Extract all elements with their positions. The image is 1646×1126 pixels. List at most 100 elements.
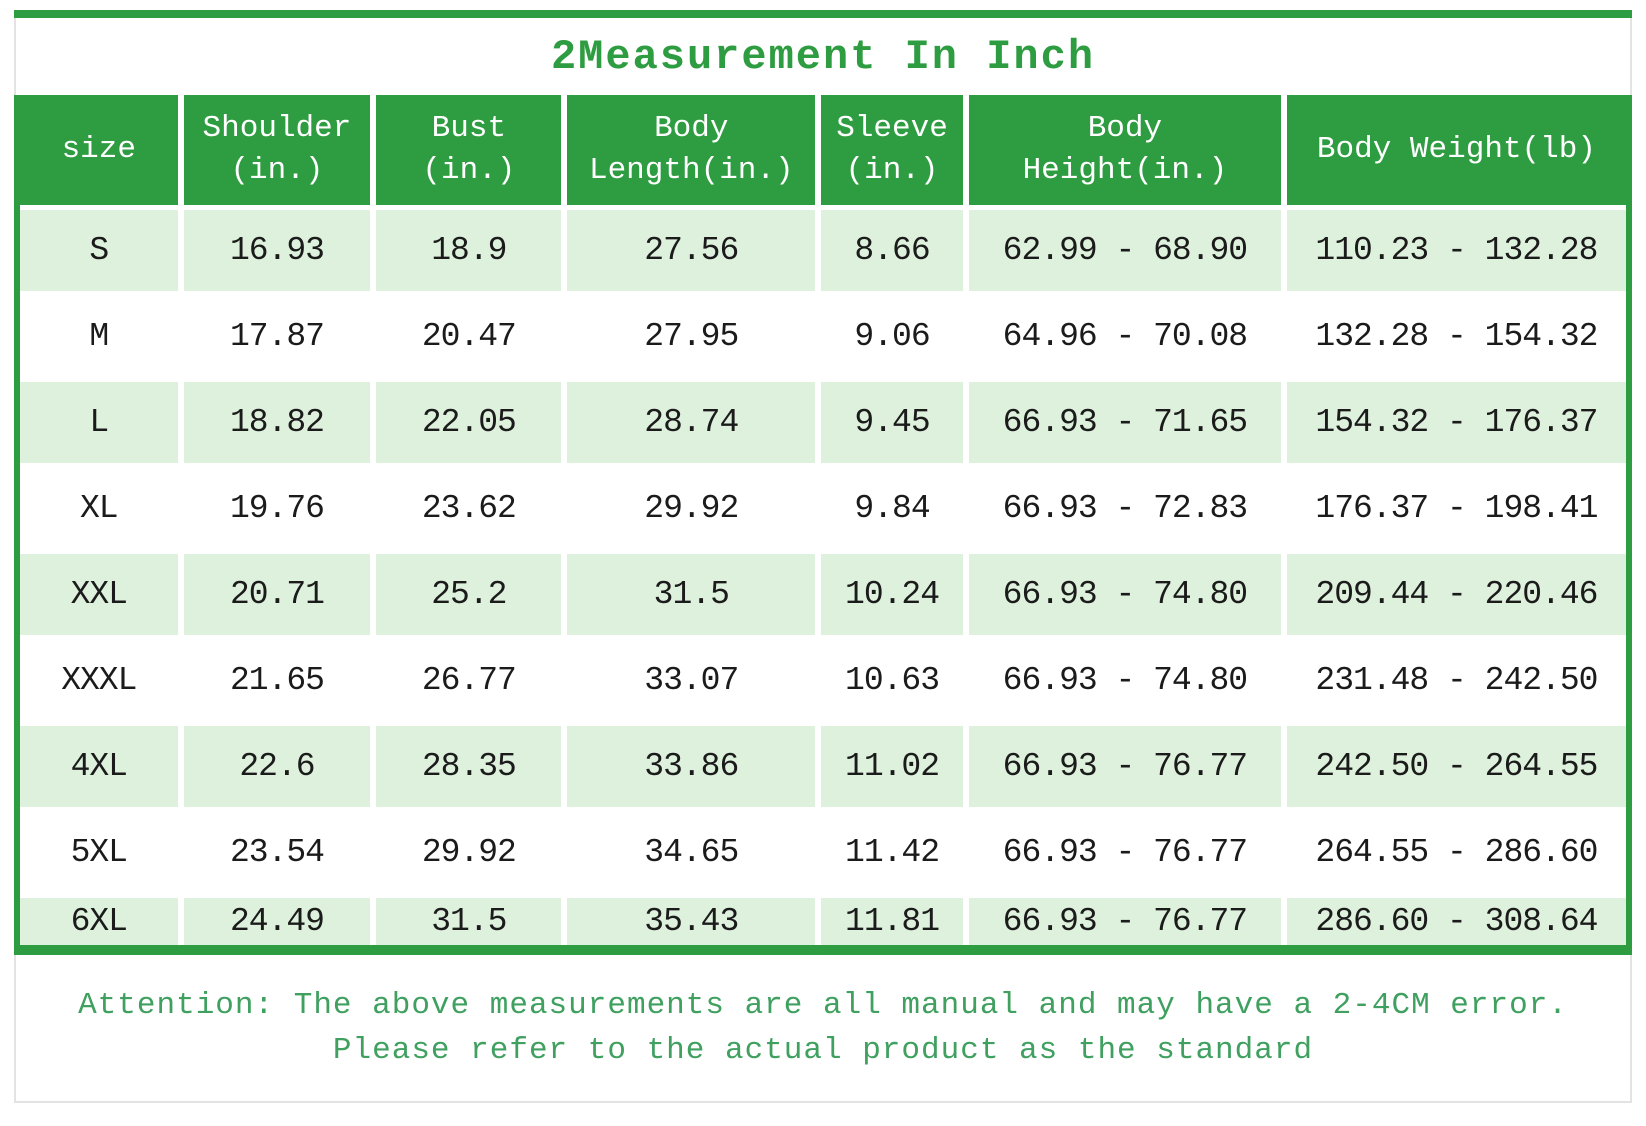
cell-shoulder: 16.93 bbox=[177, 205, 374, 294]
cell-body-weight: 209.44 - 220.46 bbox=[1280, 549, 1626, 638]
cell-sleeve: 10.63 bbox=[815, 635, 966, 724]
cell-size: XXL bbox=[20, 549, 181, 638]
size-table: size Shoulder (in.) Bust (in.) Body Length(… bbox=[20, 95, 1626, 945]
table-row: XXXL 21.65 26.77 33.07 10.63 66.93 - 74.… bbox=[20, 635, 1626, 724]
cell-size: 5XL bbox=[20, 807, 181, 896]
header-line: Shoulder bbox=[202, 111, 352, 147]
header-line: Bust bbox=[431, 111, 507, 147]
cell-body-weight: 286.60 - 308.64 bbox=[1280, 893, 1626, 945]
cell-body-height: 66.93 - 76.77 bbox=[962, 893, 1284, 945]
cell-size: XXXL bbox=[20, 635, 181, 724]
cell-body-weight: 176.37 - 198.41 bbox=[1280, 463, 1626, 552]
column-header-shoulder: Shoulder (in.) bbox=[177, 95, 374, 208]
header-line: (in.) bbox=[422, 153, 516, 188]
cell-bust: 20.47 bbox=[370, 291, 565, 380]
cell-body-length: 33.86 bbox=[561, 721, 819, 810]
cell-body-height: 66.93 - 71.65 bbox=[962, 377, 1284, 466]
header-line: Body bbox=[1087, 111, 1163, 147]
cell-body-height: 66.93 - 74.80 bbox=[962, 549, 1284, 638]
table-row: L 18.82 22.05 28.74 9.45 66.93 - 71.65 1… bbox=[20, 377, 1626, 466]
header-line: Height(in.) bbox=[1022, 153, 1228, 188]
cell-bust: 26.77 bbox=[370, 635, 565, 724]
cell-size: 4XL bbox=[20, 721, 181, 810]
top-border-bar bbox=[14, 10, 1632, 18]
cell-body-height: 66.93 - 72.83 bbox=[962, 463, 1284, 552]
cell-bust: 28.35 bbox=[370, 721, 565, 810]
cell-body-height: 66.93 - 74.80 bbox=[962, 635, 1284, 724]
cell-bust: 18.9 bbox=[370, 205, 565, 294]
column-header-body-length: Body Length(in.) bbox=[561, 95, 819, 208]
column-header-body-weight: Body Weight(lb) bbox=[1280, 95, 1626, 208]
cell-shoulder: 19.76 bbox=[177, 463, 374, 552]
table-row: 4XL 22.6 28.35 33.86 11.02 66.93 - 76.77… bbox=[20, 721, 1626, 810]
cell-sleeve: 8.66 bbox=[815, 205, 966, 294]
cell-body-weight: 110.23 - 132.28 bbox=[1280, 205, 1626, 294]
cell-sleeve: 9.06 bbox=[815, 291, 966, 380]
table-row: M 17.87 20.47 27.95 9.06 64.96 - 70.08 1… bbox=[20, 291, 1626, 380]
header-row: size Shoulder (in.) Bust (in.) Body Length(… bbox=[20, 95, 1626, 208]
cell-sleeve: 11.42 bbox=[815, 807, 966, 896]
header-line: Body Weight(lb) bbox=[1316, 132, 1596, 168]
table-row: S 16.93 18.9 27.56 8.66 62.99 - 68.90 11… bbox=[20, 205, 1626, 294]
cell-bust: 29.92 bbox=[370, 807, 565, 896]
column-header-sleeve: Sleeve (in.) bbox=[815, 95, 966, 208]
header-line: Body bbox=[654, 111, 729, 147]
cell-bust: 22.05 bbox=[370, 377, 565, 466]
cell-shoulder: 20.71 bbox=[177, 549, 374, 638]
cell-sleeve: 10.24 bbox=[815, 549, 966, 638]
cell-sleeve: 9.45 bbox=[815, 377, 966, 466]
column-header-bust: Bust (in.) bbox=[370, 95, 565, 208]
cell-body-height: 66.93 - 76.77 bbox=[962, 807, 1284, 896]
cell-bust: 23.62 bbox=[370, 463, 565, 552]
cell-size: 6XL bbox=[20, 893, 181, 945]
cell-sleeve: 9.84 bbox=[815, 463, 966, 552]
cell-body-height: 64.96 - 70.08 bbox=[962, 291, 1284, 380]
title-band: 2Measurement In Inch bbox=[14, 18, 1632, 95]
cell-body-length: 29.92 bbox=[561, 463, 819, 552]
cell-body-length: 31.5 bbox=[561, 549, 819, 638]
cell-size: XL bbox=[20, 463, 181, 552]
cell-size: S bbox=[20, 205, 181, 294]
header-line: (in.) bbox=[845, 153, 939, 188]
cell-bust: 25.2 bbox=[370, 549, 565, 638]
header-line: size bbox=[61, 132, 136, 168]
cell-body-length: 27.56 bbox=[561, 205, 819, 294]
attention-note: Attention: The above measurements are al… bbox=[14, 955, 1632, 1103]
cell-shoulder: 17.87 bbox=[177, 291, 374, 380]
cell-body-weight: 154.32 - 176.37 bbox=[1280, 377, 1626, 466]
header-line: Sleeve bbox=[836, 111, 948, 147]
table-row: 5XL 23.54 29.92 34.65 11.42 66.93 - 76.7… bbox=[20, 807, 1626, 896]
table-row: 6XL 24.49 31.5 35.43 11.81 66.93 - 76.77… bbox=[20, 893, 1626, 945]
attention-line-2: Please refer to the actual product as th… bbox=[332, 1033, 1314, 1068]
attention-line-1: Attention: The above measurements are al… bbox=[78, 988, 1568, 1023]
table-row: XXL 20.71 25.2 31.5 10.24 66.93 - 74.80 … bbox=[20, 549, 1626, 638]
cell-shoulder: 23.54 bbox=[177, 807, 374, 896]
cell-bust: 31.5 bbox=[370, 893, 565, 945]
page-title: 2Measurement In Inch bbox=[550, 32, 1096, 81]
cell-body-weight: 242.50 - 264.55 bbox=[1280, 721, 1626, 810]
cell-shoulder: 22.6 bbox=[177, 721, 374, 810]
cell-body-length: 27.95 bbox=[561, 291, 819, 380]
cell-body-weight: 132.28 - 154.32 bbox=[1280, 291, 1626, 380]
cell-body-length: 33.07 bbox=[561, 635, 819, 724]
cell-body-height: 66.93 - 76.77 bbox=[962, 721, 1284, 810]
cell-size: L bbox=[20, 377, 181, 466]
cell-body-height: 62.99 - 68.90 bbox=[962, 205, 1284, 294]
column-header-size: size bbox=[20, 95, 181, 208]
cell-size: M bbox=[20, 291, 181, 380]
cell-sleeve: 11.81 bbox=[815, 893, 966, 945]
header-line: (in.) bbox=[230, 153, 324, 188]
cell-body-weight: 264.55 - 286.60 bbox=[1280, 807, 1626, 896]
cell-shoulder: 21.65 bbox=[177, 635, 374, 724]
cell-body-weight: 231.48 - 242.50 bbox=[1280, 635, 1626, 724]
bottom-border-bar bbox=[14, 945, 1632, 955]
cell-body-length: 34.65 bbox=[561, 807, 819, 896]
cell-shoulder: 24.49 bbox=[177, 893, 374, 945]
column-header-body-height: Body Height(in.) bbox=[962, 95, 1284, 208]
cell-body-length: 35.43 bbox=[561, 893, 819, 945]
table-row: XL 19.76 23.62 29.92 9.84 66.93 - 72.83 … bbox=[20, 463, 1626, 552]
cell-shoulder: 18.82 bbox=[177, 377, 374, 466]
size-table-frame: size Shoulder (in.) Bust (in.) Body Length(… bbox=[14, 95, 1632, 945]
header-line: Length(in.) bbox=[588, 153, 794, 188]
